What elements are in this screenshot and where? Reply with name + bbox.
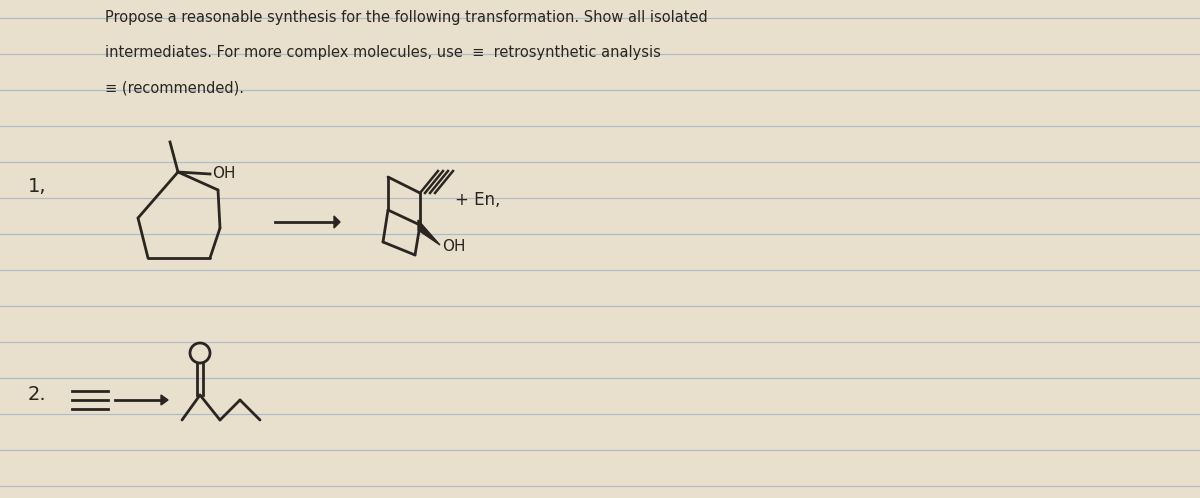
Text: + En,: + En,	[455, 191, 500, 209]
Text: 2.: 2.	[28, 385, 47, 404]
Polygon shape	[161, 395, 168, 405]
Text: 1,: 1,	[28, 177, 47, 196]
Polygon shape	[418, 220, 440, 245]
Polygon shape	[334, 216, 340, 228]
Text: OH: OH	[442, 239, 466, 254]
Text: OH: OH	[212, 166, 235, 181]
Text: ≡ (recommended).: ≡ (recommended).	[106, 80, 244, 95]
Text: Propose a reasonable synthesis for the following transformation. Show all isolat: Propose a reasonable synthesis for the f…	[106, 10, 708, 25]
Text: intermediates. For more complex molecules, use  ≡  retrosynthetic analysis: intermediates. For more complex molecule…	[106, 45, 661, 60]
